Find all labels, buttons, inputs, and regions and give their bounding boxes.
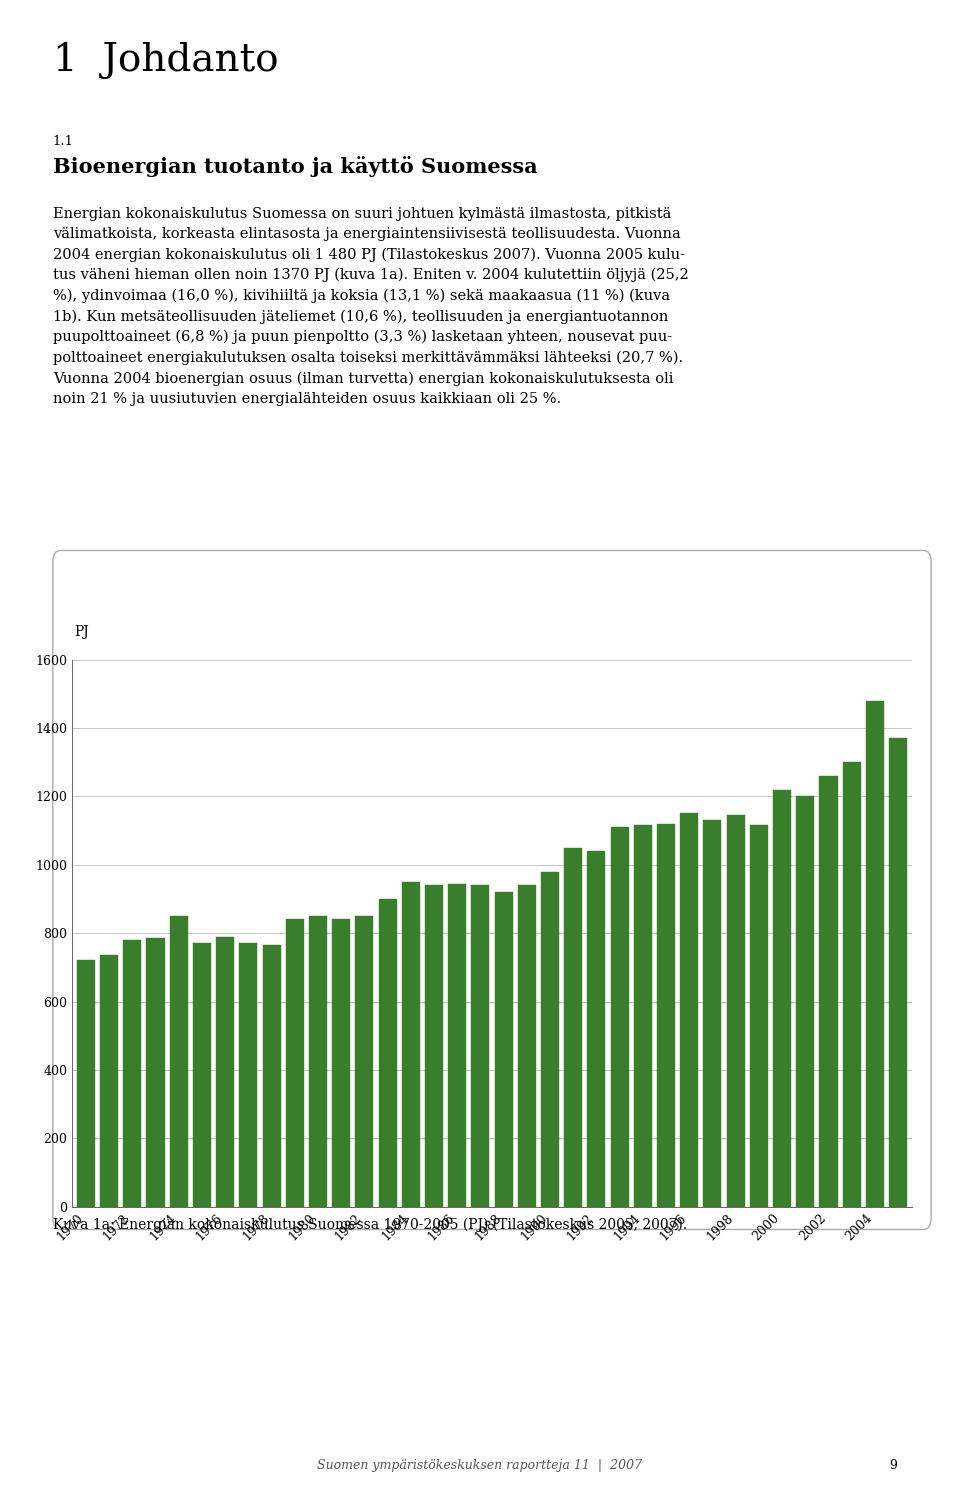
Text: 1.1: 1.1 [53, 135, 74, 148]
Bar [239, 943, 257, 1207]
Bar [634, 826, 652, 1207]
Text: PJ: PJ [74, 625, 89, 639]
Text: Kuva 1a: Energian kokonaiskulutus Suomessa 1970-2005 (PJ) (Tilastokeskus 2005, 2: Kuva 1a: Energian kokonaiskulutus Suomes… [53, 1217, 687, 1232]
Bar [100, 955, 118, 1207]
Bar [286, 919, 303, 1207]
Text: 1  Johdanto: 1 Johdanto [53, 42, 278, 79]
Bar [401, 881, 420, 1207]
Bar [378, 899, 396, 1207]
Bar [147, 938, 164, 1207]
Bar [355, 916, 373, 1207]
Bar [541, 871, 559, 1207]
Bar [170, 916, 188, 1207]
Bar [332, 919, 350, 1207]
Bar [517, 886, 536, 1207]
Bar [820, 776, 837, 1207]
Bar [704, 820, 722, 1207]
Text: Energian kokonaiskulutus Suomessa on suuri johtuen kylmästä ilmastosta, pitkistä: Energian kokonaiskulutus Suomessa on suu… [53, 207, 688, 406]
Bar [681, 814, 698, 1207]
Bar [216, 937, 234, 1207]
Bar [262, 944, 280, 1207]
Bar [564, 847, 583, 1207]
Bar [494, 892, 513, 1207]
Bar [866, 700, 884, 1207]
Bar [657, 824, 675, 1207]
Bar [750, 826, 768, 1207]
Bar [425, 886, 443, 1207]
Bar [77, 961, 95, 1207]
Bar [123, 940, 141, 1207]
Text: Bioenergian tuotanto ja käyttö Suomessa: Bioenergian tuotanto ja käyttö Suomessa [53, 156, 538, 177]
Bar [727, 815, 745, 1207]
Bar [611, 827, 629, 1207]
Bar [309, 916, 327, 1207]
Bar [796, 796, 814, 1207]
Bar [193, 943, 211, 1207]
Bar [448, 883, 467, 1207]
Bar [843, 761, 861, 1207]
Bar [889, 738, 907, 1207]
Text: Suomen ympäristökeskuksen raportteja 11  |  2007: Suomen ympäristökeskuksen raportteja 11 … [318, 1459, 642, 1472]
Bar [588, 851, 606, 1207]
Text: 9: 9 [890, 1459, 898, 1472]
Bar [773, 790, 791, 1207]
Bar [471, 886, 490, 1207]
